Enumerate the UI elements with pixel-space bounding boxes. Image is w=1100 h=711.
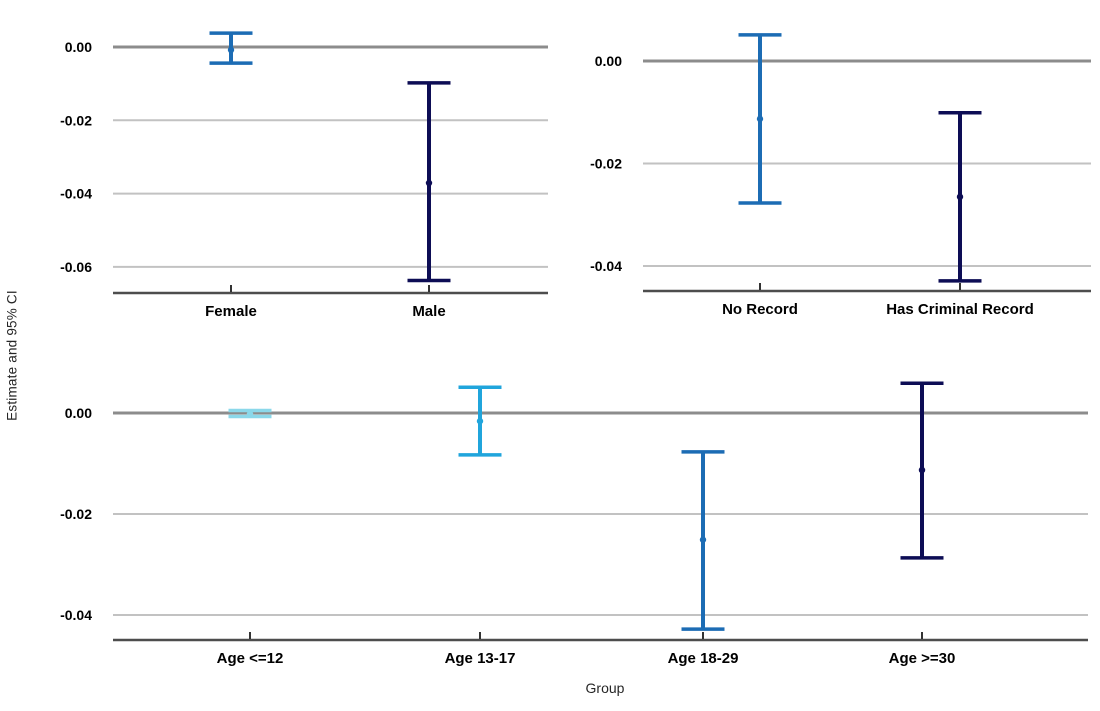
category-label: No Record xyxy=(722,301,798,318)
panel-age: 0.00 -0.02 -0.04 Age <=12 Age 13-17 Age 18-29… xyxy=(60,381,1088,667)
estimate-point xyxy=(246,410,254,418)
category-label: Male xyxy=(412,303,445,320)
y-tick-label: -0.02 xyxy=(60,506,92,522)
error-bar-age-13-17 xyxy=(458,385,502,457)
estimate-point xyxy=(918,466,926,474)
error-bar-age-30 xyxy=(900,381,944,560)
y-tick-label: -0.02 xyxy=(590,156,622,172)
y-tick-label: 0.00 xyxy=(65,405,92,421)
category-label: Age 18-29 xyxy=(668,650,739,667)
y-tick-label: -0.04 xyxy=(60,607,92,623)
x-axis-title: Group xyxy=(585,680,625,696)
error-bar-male xyxy=(407,81,451,283)
category-label: Female xyxy=(205,303,257,320)
category-label: Age 13-17 xyxy=(445,650,516,667)
y-tick-label: -0.02 xyxy=(60,112,92,128)
category-label: Has Criminal Record xyxy=(886,301,1034,318)
category-label: Age <=12 xyxy=(217,650,284,667)
y-tick-label: -0.04 xyxy=(60,186,92,202)
error-bar-age-18-29 xyxy=(681,450,725,631)
y-tick-label: 0.00 xyxy=(595,53,622,69)
error-bar-has-criminal-record xyxy=(938,111,982,283)
error-bar-age-12 xyxy=(228,408,272,419)
estimate-point xyxy=(756,115,764,123)
y-axis-title: Estimate and 95% CI xyxy=(4,290,20,421)
error-bar-no-record xyxy=(738,33,782,205)
estimate-point xyxy=(699,536,707,543)
estimate-point xyxy=(476,417,484,425)
y-tick-label: -0.04 xyxy=(590,258,622,274)
panel-criminal-record: 0.00 -0.02 -0.04 No Record Has Criminal Reco… xyxy=(590,33,1091,318)
category-label: Age >=30 xyxy=(889,650,956,667)
y-tick-label: -0.06 xyxy=(60,259,92,275)
estimate-point xyxy=(956,193,964,201)
estimate-point xyxy=(227,46,235,54)
y-tick-label: 0.00 xyxy=(65,39,92,55)
estimate-point xyxy=(425,179,433,187)
error-bar-female xyxy=(209,31,253,65)
panel-gender: 0.00 -0.02 -0.04 -0.06 Female Male xyxy=(60,31,548,320)
